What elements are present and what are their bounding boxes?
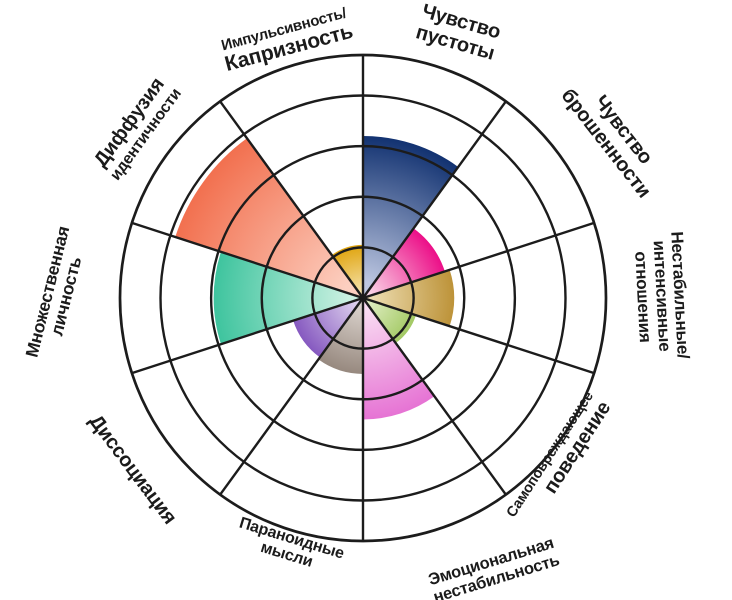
sector-6 bbox=[293, 298, 363, 358]
spoke bbox=[131, 296, 364, 375]
spoke bbox=[362, 296, 595, 375]
spoke bbox=[219, 297, 364, 496]
spoke bbox=[362, 100, 507, 299]
spoke bbox=[362, 297, 507, 496]
spoke bbox=[362, 221, 595, 300]
label-unstable-intense-relationships: Нестабильные/ интенсивные отношения bbox=[630, 231, 692, 361]
sector-2 bbox=[363, 269, 455, 327]
sector-8 bbox=[175, 138, 363, 298]
spoke bbox=[219, 100, 364, 299]
spoke bbox=[131, 221, 364, 300]
sector-5 bbox=[318, 298, 363, 374]
sector-3 bbox=[363, 298, 416, 344]
sector-7 bbox=[213, 251, 363, 345]
sector-1 bbox=[363, 228, 445, 298]
sector-4 bbox=[363, 298, 435, 420]
outer-ring bbox=[118, 53, 608, 543]
sector-9 bbox=[331, 244, 363, 298]
sector-0 bbox=[363, 136, 459, 298]
